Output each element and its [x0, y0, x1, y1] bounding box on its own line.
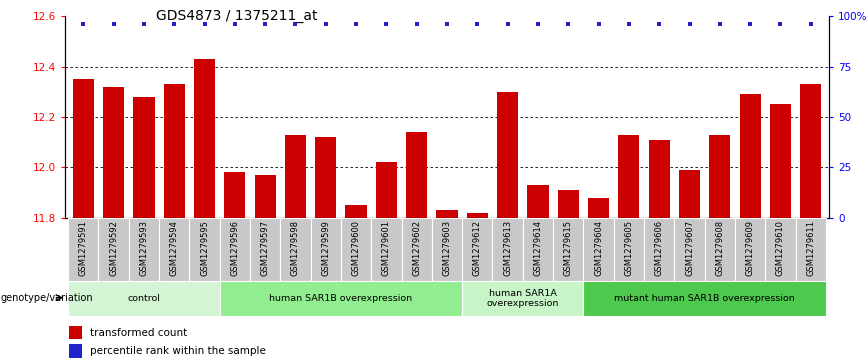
Bar	[69, 326, 82, 339]
Text: genotype/variation: genotype/variation	[1, 293, 94, 303]
Bar	[462, 281, 583, 316]
Text: GSM1279613: GSM1279613	[503, 220, 512, 276]
Text: GSM1279594: GSM1279594	[170, 220, 179, 276]
Text: GSM1279606: GSM1279606	[654, 220, 664, 276]
Bar	[614, 218, 644, 281]
Text: GSM1279592: GSM1279592	[109, 220, 118, 276]
Bar	[402, 218, 432, 281]
Text: GDS4873 / 1375211_at: GDS4873 / 1375211_at	[156, 9, 318, 23]
Bar	[134, 97, 155, 218]
Text: GSM1279600: GSM1279600	[352, 220, 360, 276]
Text: GSM1279610: GSM1279610	[776, 220, 785, 276]
Bar	[674, 218, 705, 281]
Bar	[583, 218, 614, 281]
Text: GSM1279615: GSM1279615	[563, 220, 573, 276]
Text: human SAR1A
overexpression: human SAR1A overexpression	[487, 289, 559, 308]
Bar	[372, 218, 402, 281]
Bar	[406, 132, 427, 218]
Bar	[648, 140, 670, 218]
Bar	[159, 218, 189, 281]
Bar	[98, 218, 128, 281]
Text: GSM1279603: GSM1279603	[443, 220, 451, 276]
Bar	[280, 218, 311, 281]
Bar	[128, 218, 159, 281]
Bar	[315, 137, 337, 218]
Text: GSM1279608: GSM1279608	[715, 220, 724, 276]
Bar	[705, 218, 735, 281]
Text: GSM1279591: GSM1279591	[79, 220, 88, 276]
Bar	[735, 218, 766, 281]
Text: GSM1279596: GSM1279596	[230, 220, 240, 276]
Text: GSM1279607: GSM1279607	[685, 220, 694, 276]
Text: GSM1279612: GSM1279612	[473, 220, 482, 276]
Bar	[618, 135, 640, 218]
Bar	[376, 162, 397, 218]
Bar	[250, 218, 280, 281]
Bar	[492, 218, 523, 281]
Bar	[220, 281, 462, 316]
Bar	[557, 190, 579, 218]
Bar	[68, 281, 220, 316]
Bar	[679, 170, 700, 218]
Text: mutant human SAR1B overexpression: mutant human SAR1B overexpression	[615, 294, 795, 303]
Text: GSM1279609: GSM1279609	[746, 220, 754, 276]
Bar	[189, 218, 220, 281]
Bar	[462, 218, 492, 281]
Bar	[766, 218, 796, 281]
Bar	[285, 135, 306, 218]
Bar	[254, 175, 276, 218]
Bar	[796, 218, 826, 281]
Bar	[588, 198, 609, 218]
Bar	[103, 87, 124, 218]
Bar	[311, 218, 341, 281]
Bar	[345, 205, 366, 218]
Bar	[224, 172, 246, 218]
Text: GSM1279611: GSM1279611	[806, 220, 815, 276]
Bar	[528, 185, 549, 218]
Text: human SAR1B overexpression: human SAR1B overexpression	[269, 294, 412, 303]
Text: GSM1279602: GSM1279602	[412, 220, 421, 276]
Text: GSM1279614: GSM1279614	[534, 220, 542, 276]
Text: GSM1279598: GSM1279598	[291, 220, 300, 276]
Bar	[73, 79, 94, 218]
Bar	[497, 92, 518, 218]
Bar	[432, 218, 462, 281]
Bar	[341, 218, 372, 281]
Bar	[194, 59, 215, 218]
Bar	[740, 94, 760, 218]
Text: GSM1279597: GSM1279597	[260, 220, 270, 276]
Bar	[553, 218, 583, 281]
Text: GSM1279593: GSM1279593	[140, 220, 148, 276]
Bar	[800, 84, 821, 218]
Bar	[467, 213, 488, 218]
Bar	[644, 218, 674, 281]
Bar	[69, 344, 82, 358]
Bar	[437, 210, 457, 218]
Bar	[163, 84, 185, 218]
Bar	[770, 105, 791, 218]
Text: percentile rank within the sample: percentile rank within the sample	[90, 346, 266, 356]
Text: GSM1279604: GSM1279604	[594, 220, 603, 276]
Text: control: control	[128, 294, 161, 303]
Bar	[709, 135, 731, 218]
Bar	[523, 218, 553, 281]
Text: GSM1279605: GSM1279605	[624, 220, 634, 276]
Text: GSM1279599: GSM1279599	[321, 220, 331, 276]
Bar	[220, 218, 250, 281]
Text: GSM1279601: GSM1279601	[382, 220, 391, 276]
Bar	[68, 218, 98, 281]
Bar	[583, 281, 826, 316]
Text: GSM1279595: GSM1279595	[200, 220, 209, 276]
Text: transformed count: transformed count	[90, 327, 187, 338]
